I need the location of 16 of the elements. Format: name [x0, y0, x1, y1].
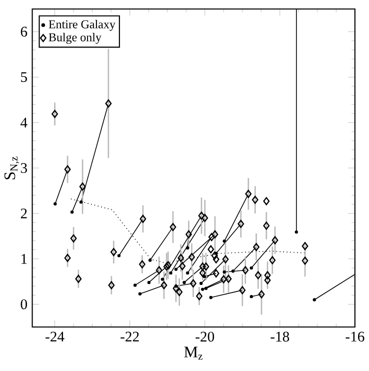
y-axis-title: S$_{N,z}$ [4, 156, 20, 180]
x-tick-label: -16 [346, 332, 364, 342]
x-tick-label: -20 [196, 332, 214, 342]
x-tick-label: -24 [45, 332, 64, 342]
legend-label: Bulge only [48, 32, 102, 44]
y-tick-label: 1 [21, 254, 27, 264]
y-tick-label: 5 [21, 72, 27, 82]
y-tick-label: 2 [20, 208, 27, 218]
x-axis-title: M$_{z}$ [184, 346, 202, 360]
y-tick-label: 0 [20, 299, 27, 310]
y-tick-label: 6 [20, 26, 28, 37]
x-tick-label: -18 [270, 332, 290, 342]
y-tick-label: 3 [20, 163, 27, 173]
legend-label: Entire Galaxy [48, 20, 116, 31]
y-tick-label: 4 [20, 118, 28, 128]
x-tick-label: -22 [120, 332, 139, 342]
